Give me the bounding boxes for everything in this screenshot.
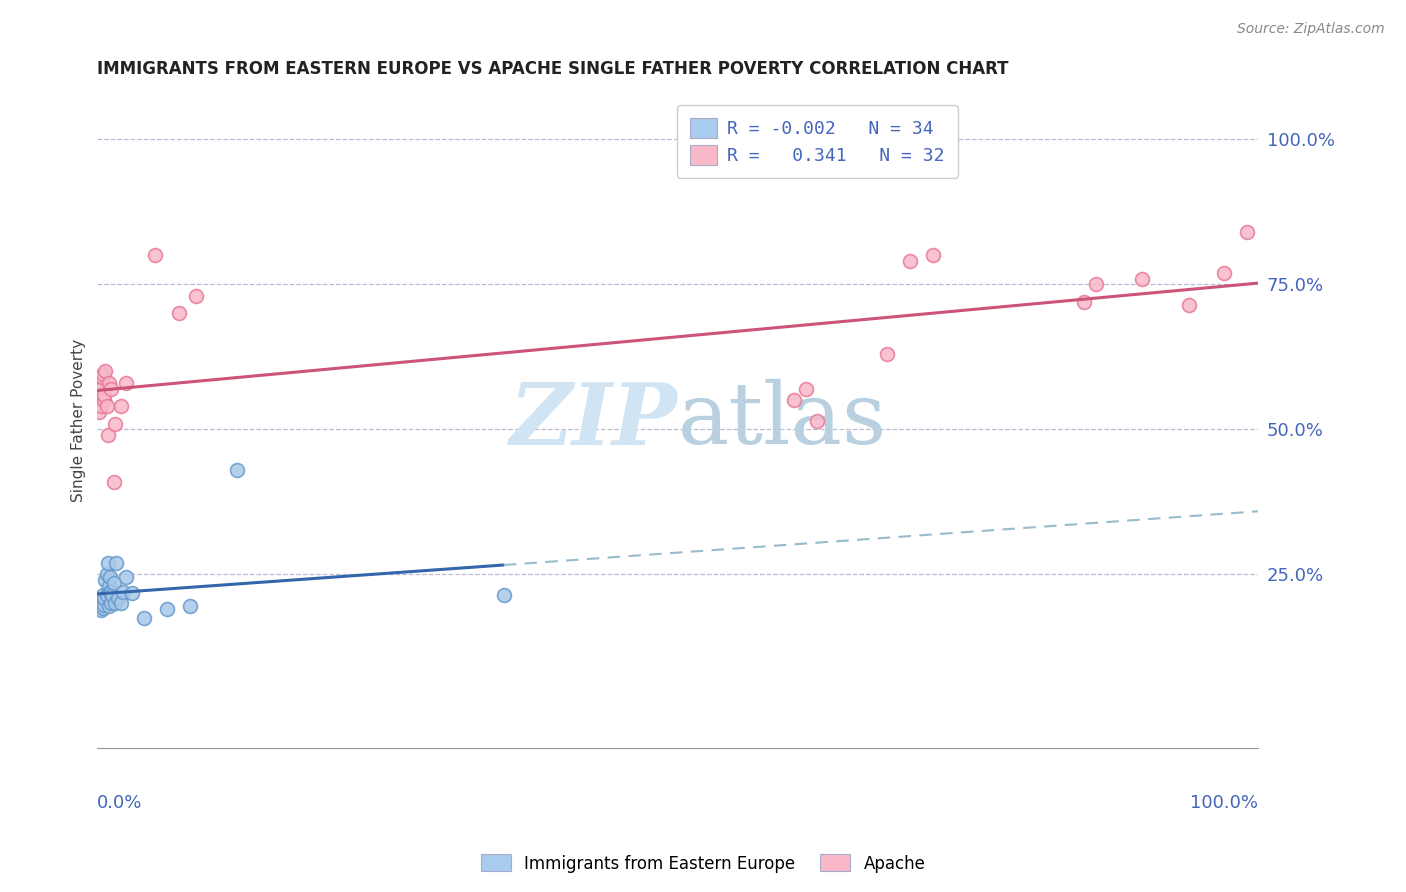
Point bbox=[492, 588, 515, 602]
Point bbox=[97, 428, 120, 442]
Text: Source: ZipAtlas.com: Source: ZipAtlas.com bbox=[1237, 22, 1385, 37]
Point bbox=[104, 417, 127, 431]
Point bbox=[101, 588, 124, 602]
Point bbox=[107, 591, 129, 605]
Point bbox=[1212, 266, 1234, 280]
Point bbox=[89, 597, 111, 611]
Point bbox=[100, 382, 122, 396]
Point bbox=[184, 289, 207, 303]
Point bbox=[1084, 277, 1107, 292]
Point bbox=[100, 585, 122, 599]
Text: atlas: atlas bbox=[678, 379, 887, 462]
Point bbox=[91, 370, 114, 384]
Point bbox=[167, 306, 190, 320]
Point bbox=[100, 597, 122, 611]
Point bbox=[806, 414, 828, 428]
Point bbox=[97, 579, 120, 593]
Y-axis label: Single Father Poverty: Single Father Poverty bbox=[72, 339, 86, 502]
Point bbox=[90, 593, 112, 607]
Text: 100.0%: 100.0% bbox=[1191, 795, 1258, 813]
Point bbox=[898, 254, 921, 268]
Point bbox=[876, 347, 898, 361]
Point bbox=[156, 602, 179, 616]
Point bbox=[104, 597, 127, 611]
Point bbox=[97, 599, 120, 614]
Point bbox=[1130, 271, 1153, 285]
Point bbox=[96, 399, 118, 413]
Point bbox=[93, 393, 115, 408]
Point bbox=[794, 382, 817, 396]
Text: IMMIGRANTS FROM EASTERN EUROPE VS APACHE SINGLE FATHER POVERTY CORRELATION CHART: IMMIGRANTS FROM EASTERN EUROPE VS APACHE… bbox=[97, 60, 1010, 78]
Point bbox=[93, 387, 115, 401]
Point bbox=[98, 585, 121, 599]
Point bbox=[94, 364, 117, 378]
Point bbox=[91, 599, 114, 614]
Point bbox=[91, 601, 114, 615]
Point bbox=[145, 248, 167, 262]
Point bbox=[96, 567, 118, 582]
Point bbox=[90, 603, 112, 617]
Point bbox=[115, 376, 138, 390]
Point bbox=[90, 399, 112, 413]
Point bbox=[121, 586, 143, 600]
Point bbox=[111, 585, 134, 599]
Point bbox=[89, 382, 111, 396]
Point bbox=[91, 588, 114, 602]
Point bbox=[115, 570, 138, 584]
Point bbox=[1073, 294, 1095, 309]
Point bbox=[103, 475, 125, 489]
Text: ZIP: ZIP bbox=[510, 379, 678, 463]
Point bbox=[97, 556, 120, 570]
Point bbox=[93, 591, 115, 605]
Point bbox=[89, 599, 111, 614]
Point bbox=[104, 556, 127, 570]
Point bbox=[87, 599, 110, 614]
Point bbox=[93, 598, 115, 612]
Point bbox=[132, 611, 155, 625]
Point bbox=[922, 248, 945, 262]
Point bbox=[98, 570, 121, 584]
Point bbox=[103, 576, 125, 591]
Point bbox=[96, 588, 118, 602]
Point bbox=[91, 368, 114, 382]
Point bbox=[1236, 225, 1258, 239]
Point bbox=[110, 597, 132, 611]
Legend: Immigrants from Eastern Europe, Apache: Immigrants from Eastern Europe, Apache bbox=[474, 847, 932, 880]
Point bbox=[783, 393, 806, 408]
Point bbox=[94, 574, 117, 588]
Point bbox=[90, 382, 112, 396]
Point bbox=[225, 463, 247, 477]
Point bbox=[97, 376, 120, 390]
Point bbox=[110, 399, 132, 413]
Point bbox=[1177, 298, 1199, 312]
Legend: R = -0.002   N = 34, R =   0.341   N = 32: R = -0.002 N = 34, R = 0.341 N = 32 bbox=[676, 105, 957, 178]
Point bbox=[179, 599, 201, 614]
Text: 0.0%: 0.0% bbox=[97, 795, 143, 813]
Point bbox=[87, 405, 110, 419]
